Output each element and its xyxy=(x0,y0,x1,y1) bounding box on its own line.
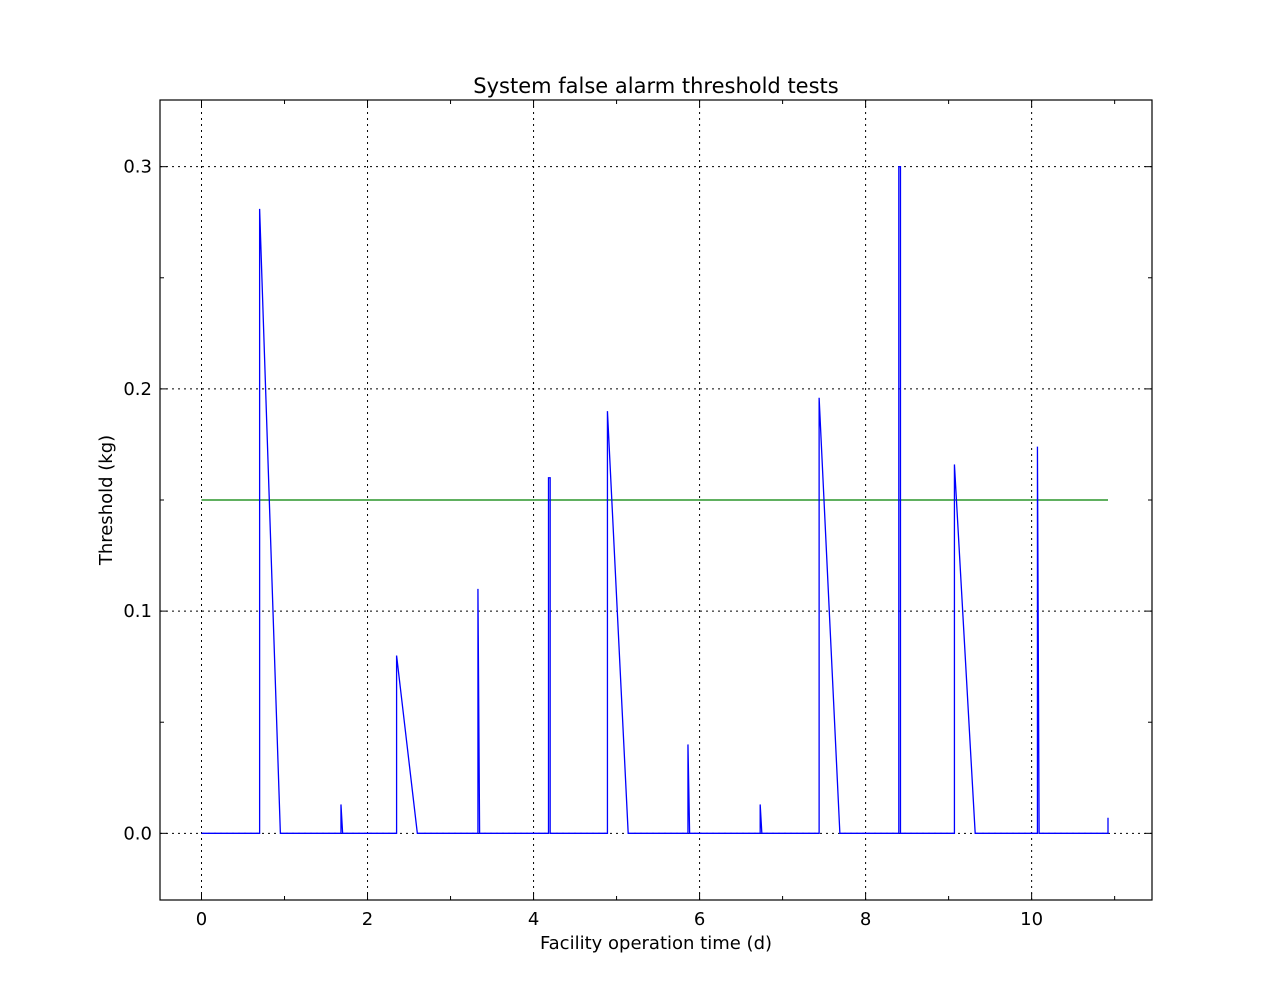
chart-title: System false alarm threshold tests xyxy=(473,74,838,98)
x-tick-label: 4 xyxy=(528,909,539,930)
x-axis-label: Facility operation time (d) xyxy=(540,933,772,954)
y-tick-label: 0.0 xyxy=(123,823,152,844)
series-line-0 xyxy=(201,166,1109,834)
y-tick-label: 0.1 xyxy=(123,601,152,622)
x-tick-label: 8 xyxy=(860,909,871,930)
x-tick-label: 0 xyxy=(196,909,207,930)
y-tick-label: 0.2 xyxy=(123,379,152,400)
x-tick-label: 2 xyxy=(362,909,373,930)
y-axis-label: Threshold (kg) xyxy=(96,435,117,566)
ticks: 0 2 4 6 8 10 0.0 0.1 0.2 0.3 xyxy=(123,100,1152,930)
plot-series xyxy=(201,166,1109,834)
y-tick-label: 0.3 xyxy=(123,157,152,178)
x-tick-label: 10 xyxy=(1020,909,1043,930)
grid xyxy=(160,100,1152,900)
x-tick-label: 6 xyxy=(694,909,705,930)
